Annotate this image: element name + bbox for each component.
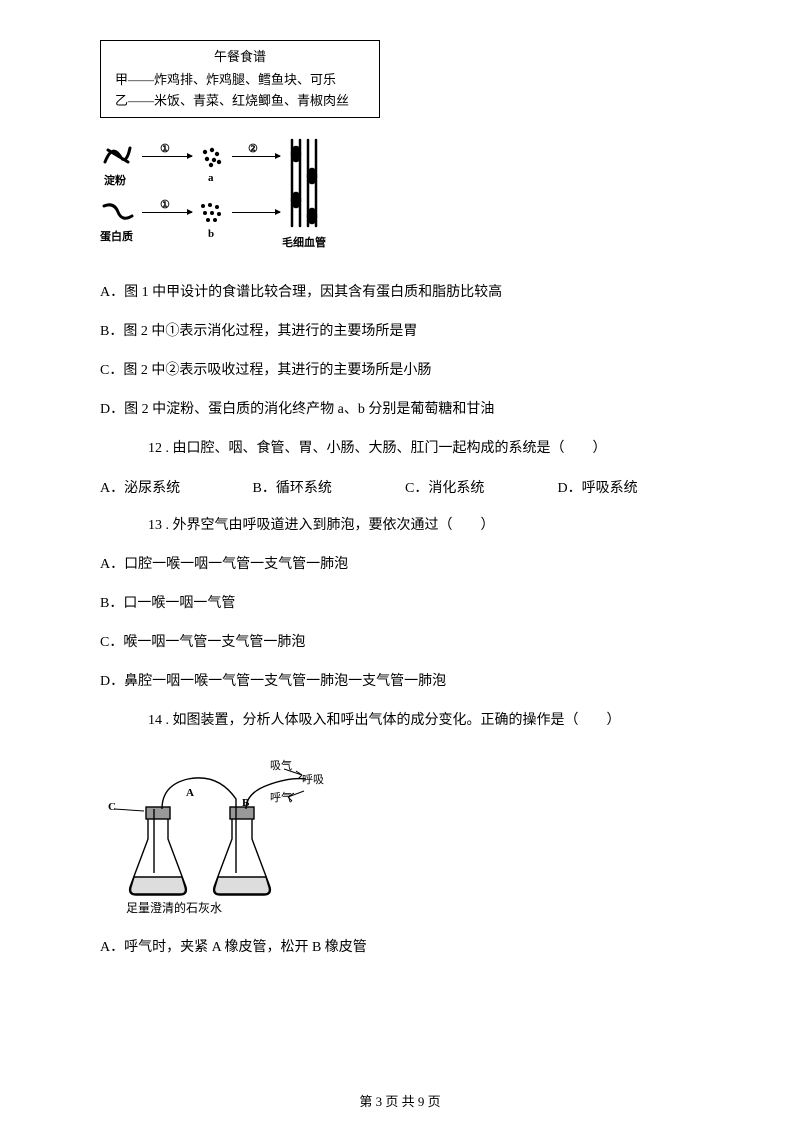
q13-opt-b: B．口一喉一咽一气管 [100, 593, 710, 614]
capillary-label: 毛细血管 [282, 234, 326, 250]
q12-opt-d: D．呼吸系统 [558, 477, 711, 497]
q14-stem: 14 . 如图装置，分析人体吸入和呼出气体的成分变化。正确的操作是（ ） [100, 710, 710, 731]
page-footer: 第 3 页 共 9 页 [0, 1091, 800, 1110]
cluster-b [197, 200, 227, 228]
menu-title: 午餐食谱 [115, 47, 365, 68]
q13-stem: 13 . 外界空气由呼吸道进入到肺泡，要依次通过（ ） [100, 515, 710, 536]
capillary-shape [286, 136, 322, 232]
label-a-tube: A [186, 787, 194, 799]
q12-options: A．泌尿系统 B．循环系统 C．消化系统 D．呼吸系统 [100, 477, 710, 497]
inhale-label: 吸气 [270, 757, 292, 773]
circle-2-top: ② [248, 142, 258, 155]
q12-stem: 12 . 由口腔、咽、食管、胃、小肠、大肠、肛门一起构成的系统是（ ） [100, 438, 710, 459]
starch-label: 淀粉 [104, 172, 126, 188]
arrow-1-top [142, 156, 192, 157]
menu-line-2: 乙——米饭、青菜、红烧鲫鱼、青椒肉丝 [115, 91, 365, 112]
breathing-apparatus-diagram: C A B 吸气 呼吸 呼气 足量澄清的石灰水 [108, 749, 328, 919]
exhale-label: 呼气 [270, 789, 292, 805]
q11-opt-d: D．图 2 中淀粉、蛋白质的消化终产物 a、b 分别是葡萄糖和甘油 [100, 399, 710, 420]
apparatus-svg [108, 749, 328, 919]
q13-opt-d: D．鼻腔一咽一喉一气管一支气管一肺泡一支气管一肺泡 [100, 671, 710, 692]
cluster-a [197, 144, 227, 172]
label-b: b [208, 228, 214, 240]
digestion-diagram: 淀粉 ① a ② 蛋白质 ① b 毛细血管 [100, 134, 350, 264]
q12-opt-a: A．泌尿系统 [100, 477, 253, 497]
q12-opt-c: C．消化系统 [405, 477, 558, 497]
lunch-menu-box: 午餐食谱 甲——炸鸡排、炸鸡腿、鳕鱼块、可乐 乙——米饭、青菜、红烧鲫鱼、青椒肉… [100, 40, 380, 118]
menu-line-1: 甲——炸鸡排、炸鸡腿、鳕鱼块、可乐 [115, 70, 365, 91]
starch-shape [100, 140, 138, 170]
q11-opt-c: C．图 2 中②表示吸收过程，其进行的主要场所是小肠 [100, 360, 710, 381]
breath-label: 呼吸 [302, 771, 324, 787]
q13-opt-c: C．喉一咽一气管一支气管一肺泡 [100, 632, 710, 653]
arrow-2-bot [232, 212, 280, 213]
label-b-tube: B [242, 797, 249, 809]
q11-opt-a: A．图 1 中甲设计的食谱比较合理，因其含有蛋白质和脂肪比较高 [100, 282, 710, 303]
q11-opt-b: B．图 2 中①表示消化过程，其进行的主要场所是胃 [100, 321, 710, 342]
limewater-caption: 足量澄清的石灰水 [126, 899, 222, 916]
q13-opt-a: A．口腔一喉一咽一气管一支气管一肺泡 [100, 554, 710, 575]
label-c: C [108, 801, 116, 813]
circle-1-top: ① [160, 142, 170, 155]
protein-label: 蛋白质 [100, 228, 133, 244]
protein-shape [100, 200, 138, 226]
q12-opt-b: B．循环系统 [253, 477, 406, 497]
arrow-2-top [232, 156, 280, 157]
arrow-1-bot [142, 212, 192, 213]
q14-opt-a: A．呼气时，夹紧 A 橡皮管，松开 B 橡皮管 [100, 937, 710, 958]
circle-1-bot: ① [160, 198, 170, 211]
label-a: a [208, 172, 214, 184]
